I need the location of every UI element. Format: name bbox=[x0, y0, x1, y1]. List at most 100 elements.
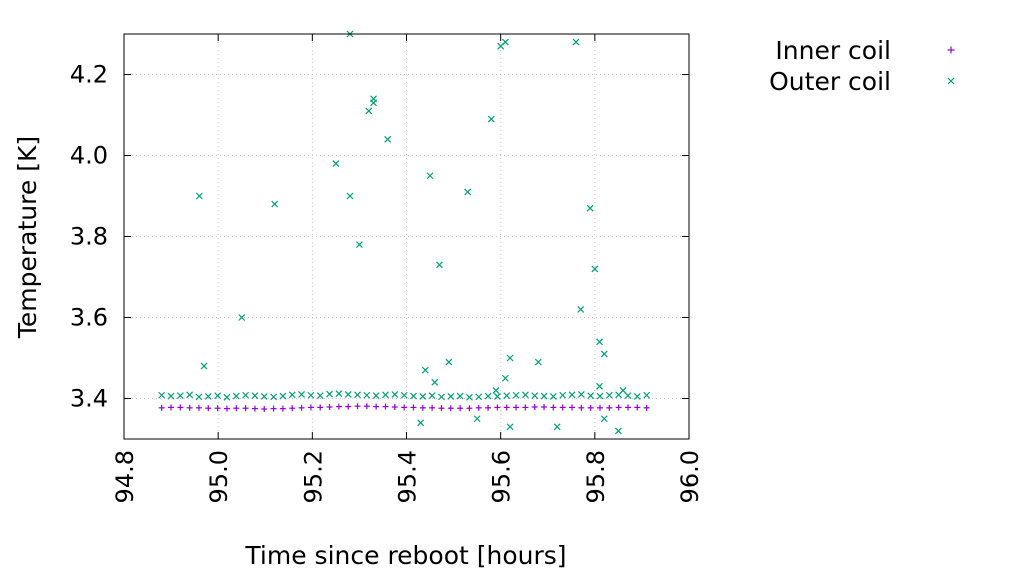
inner-coil-point bbox=[354, 403, 361, 410]
inner-coil-point bbox=[242, 405, 249, 412]
outer-coil-point bbox=[464, 188, 472, 196]
outer-coil-point bbox=[428, 392, 436, 400]
outer-coil-point bbox=[577, 391, 585, 398]
outer-coil-point bbox=[521, 391, 529, 399]
outer-coil-point bbox=[158, 391, 166, 399]
inner-coil-point bbox=[438, 405, 445, 412]
outer-coil-point bbox=[288, 391, 296, 399]
inner-coil-point bbox=[214, 405, 221, 412]
outer-coil-point bbox=[426, 172, 434, 180]
outer-coil-point bbox=[600, 415, 608, 423]
outer-coil-point bbox=[568, 391, 576, 399]
outer-coil-point bbox=[354, 391, 361, 399]
x-tick-label: 95.6 bbox=[488, 450, 516, 503]
outer-coil-point bbox=[391, 391, 399, 398]
inner-coil-point bbox=[513, 404, 520, 411]
inner-coil-point bbox=[177, 404, 184, 411]
inner-coil-point bbox=[298, 404, 305, 411]
x-tick-label: 96.0 bbox=[676, 450, 704, 503]
outer-coil-point bbox=[344, 391, 352, 398]
outer-coil-point bbox=[382, 391, 389, 399]
outer-coil-point bbox=[421, 366, 429, 374]
outer-coil-point bbox=[251, 392, 259, 400]
outer-coil-point bbox=[492, 386, 500, 394]
outer-coil-point bbox=[473, 415, 481, 423]
outer-coil-point bbox=[624, 392, 632, 400]
inner-coil-point bbox=[401, 404, 408, 411]
inner-coil-point bbox=[475, 404, 482, 411]
outer-coil-point bbox=[512, 391, 520, 399]
outer-coil-point bbox=[596, 382, 603, 390]
outer-coil-point bbox=[596, 338, 603, 346]
outer-coil-point bbox=[605, 391, 613, 399]
inner-coil-point bbox=[541, 404, 548, 411]
inner-coil-point bbox=[382, 403, 389, 410]
outer-coil-point bbox=[534, 358, 542, 366]
legend-label-outer-coil: Outer coil bbox=[769, 67, 891, 96]
outer-coil-point bbox=[643, 391, 651, 399]
inner-coil-point bbox=[429, 404, 436, 411]
outer-coil-point bbox=[355, 241, 363, 249]
outer-coil-point bbox=[633, 393, 641, 400]
x-tick-label: 95.8 bbox=[582, 450, 610, 503]
outer-coil-point bbox=[365, 107, 373, 115]
inner-coil-point bbox=[205, 405, 212, 412]
outer-coil-point bbox=[200, 362, 208, 370]
inner-coil-point bbox=[531, 404, 538, 411]
y-tick-label: 3.8 bbox=[70, 223, 108, 251]
y-tick-label: 3.4 bbox=[70, 385, 108, 413]
x-tick-label: 95.2 bbox=[299, 450, 327, 503]
inner-coil-point bbox=[578, 404, 585, 411]
outer-coil-point bbox=[195, 192, 203, 200]
outer-coil-point bbox=[270, 393, 278, 401]
y-tick-labels: 3.4 3.6 3.8 4.0 4.2 bbox=[70, 61, 108, 413]
outer-coil-point bbox=[346, 192, 354, 200]
inner-coil-point bbox=[447, 405, 454, 412]
outer-coil-point bbox=[370, 95, 377, 103]
inner-coil-point bbox=[158, 404, 165, 411]
x-tick-label: 95.4 bbox=[394, 450, 422, 503]
axis-ticks bbox=[123, 34, 690, 439]
inner-coil-point bbox=[326, 404, 333, 411]
inner-coil-point bbox=[624, 404, 631, 411]
outer-coil-point bbox=[223, 393, 231, 401]
inner-coil-point bbox=[363, 403, 370, 410]
inner-coil-point bbox=[457, 405, 464, 412]
outer-coil-point bbox=[591, 265, 599, 273]
inner-coil-point bbox=[167, 404, 174, 411]
legend-marker-outer-coil bbox=[947, 77, 955, 85]
inner-coil-point bbox=[307, 404, 314, 411]
outer-coil-point bbox=[475, 393, 483, 401]
outer-coil-point bbox=[431, 378, 439, 386]
outer-coil-point bbox=[186, 391, 194, 399]
outer-coil-point bbox=[400, 391, 408, 399]
inner-coil-point bbox=[550, 404, 557, 411]
outer-coil-point bbox=[484, 392, 492, 400]
outer-coil-point bbox=[326, 390, 333, 398]
outer-coil-point bbox=[167, 392, 175, 400]
legend-marker-inner-coil bbox=[947, 46, 955, 54]
outer-coil-point bbox=[335, 390, 343, 398]
legend-plus-marker bbox=[947, 46, 955, 54]
outer-coil-point bbox=[493, 393, 501, 400]
outer-coil-point bbox=[506, 423, 514, 431]
outer-coil-point bbox=[279, 392, 287, 400]
grid-lines bbox=[124, 34, 689, 439]
outer-coil-point bbox=[436, 261, 443, 269]
outer-coil-point bbox=[298, 391, 305, 398]
outer-coil-point bbox=[417, 419, 425, 427]
inner-coil-point bbox=[494, 404, 501, 411]
inner-coil-point bbox=[606, 404, 613, 411]
outer-coil-point bbox=[572, 38, 580, 46]
inner-coil-point bbox=[186, 404, 193, 411]
outer-coil-point bbox=[260, 393, 268, 400]
x-tick-label: 95.0 bbox=[205, 450, 233, 503]
outer-coil-point bbox=[577, 305, 585, 313]
inner-coil-point bbox=[596, 404, 603, 411]
inner-coil-point bbox=[503, 404, 510, 411]
outer-coil-point bbox=[553, 423, 561, 431]
inner-coil-point bbox=[261, 406, 268, 413]
outer-coil-point bbox=[506, 354, 514, 362]
outer-coil-point bbox=[419, 393, 427, 400]
